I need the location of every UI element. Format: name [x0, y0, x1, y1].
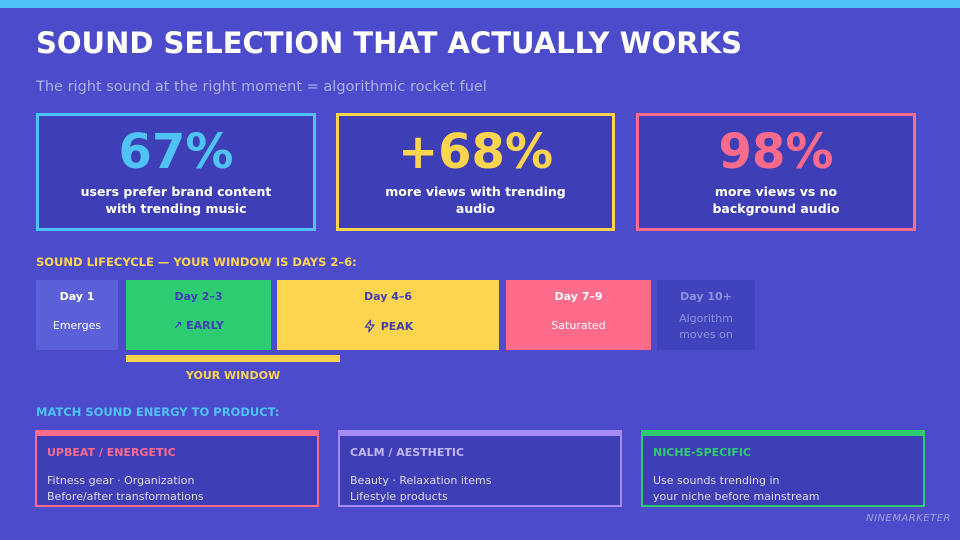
stage-label: Algorithm moves on	[679, 312, 733, 341]
stage: Day 7–9 Saturated	[506, 280, 651, 350]
window-label: YOUR WINDOW	[185, 369, 281, 382]
card-line: Fitness gear · Organization	[47, 474, 195, 487]
product-card: UPBEAT / ENERGETIC Fitness gear · Organi…	[35, 430, 319, 507]
stage-label: ↗ EARLY	[173, 319, 224, 332]
card-line: Use sounds trending in	[653, 474, 780, 487]
card-title: CALM / AESTHETIC	[350, 446, 465, 459]
product-card: CALM / AESTHETIC Beauty · Relaxation ite…	[338, 430, 622, 507]
stage-day: Day 2–3	[174, 290, 223, 303]
stage: Day 4–6 PEAK	[277, 280, 499, 350]
card-line: Lifestyle products	[350, 490, 448, 503]
bolt-icon	[364, 319, 375, 333]
stat-label: more views with trending audio	[385, 184, 566, 216]
stage-day: Day 4–6	[363, 290, 413, 303]
window-bar	[126, 355, 340, 362]
stat-label: more views vs no background audio	[712, 184, 840, 216]
card-title: UPBEAT / ENERGETIC	[47, 446, 176, 459]
stage: Day 2–3 ↗ EARLY	[126, 280, 271, 350]
card-title: NICHE-SPECIFIC	[653, 446, 752, 459]
stage-day: Day 10+	[680, 290, 732, 303]
card-line: Beauty · Relaxation items	[350, 474, 492, 487]
stat-value: 67%	[118, 124, 234, 180]
card-line: Before/after transformations	[47, 490, 204, 503]
stat-value: +68%	[397, 124, 554, 180]
stage: Day 10+ Algorithm moves on	[657, 280, 755, 350]
stage-day: Day 7–9	[554, 290, 603, 303]
subtitle: The right sound at the right moment = al…	[36, 79, 487, 95]
stage-label: PEAK	[380, 319, 414, 333]
stat-label: users prefer brand content with trending…	[80, 184, 272, 216]
stage: Day 1 Emerges	[36, 280, 118, 350]
section-heading: SOUND LIFECYCLE — YOUR WINDOW IS DAYS 2–…	[36, 255, 357, 269]
stage-row: PEAK	[277, 319, 499, 333]
top-bar	[0, 0, 960, 8]
footer-brand: NINEMARKETER	[866, 513, 951, 524]
stat-card: 98% more views vs no background audio	[636, 113, 916, 231]
title: SOUND SELECTION THAT ACTUALLY WORKS	[36, 26, 742, 60]
stat-card: 67% users prefer brand content with tren…	[36, 113, 316, 231]
stat-card: +68% more views with trending audio	[336, 113, 615, 231]
stage-label: Emerges	[52, 319, 102, 332]
stat-value: 98%	[718, 124, 834, 180]
stage-label: Saturated	[551, 319, 606, 332]
product-card: NICHE-SPECIFIC Use sounds trending in yo…	[641, 430, 925, 507]
section-heading: MATCH SOUND ENERGY TO PRODUCT:	[36, 405, 280, 419]
stage-day: Day 1	[59, 290, 95, 303]
card-line: your niche before mainstream	[653, 490, 820, 503]
